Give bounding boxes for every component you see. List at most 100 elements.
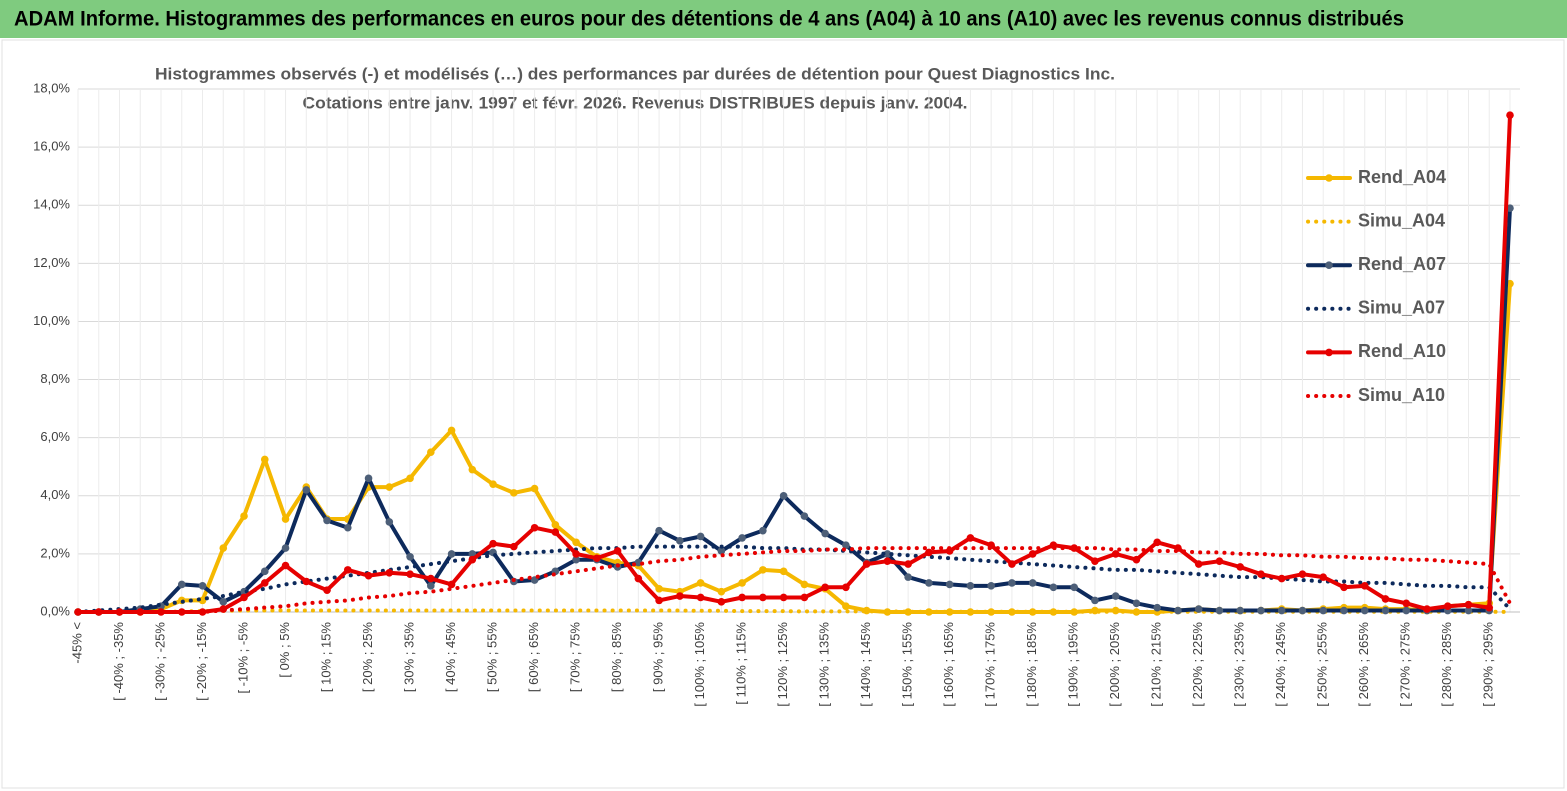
data-point bbox=[447, 580, 456, 589]
series-line bbox=[76, 206, 1512, 614]
chart-title: Histogrammes observés (-) et modélisés (… bbox=[155, 64, 1115, 83]
data-point bbox=[1008, 560, 1016, 568]
x-tick-label: [ 180% ; 185% bbox=[1024, 622, 1039, 707]
data-point bbox=[427, 574, 435, 583]
data-point bbox=[1257, 570, 1265, 579]
x-tick-label: [ -40% ; -35% bbox=[111, 622, 126, 701]
legend-marker bbox=[1325, 174, 1333, 182]
data-point bbox=[1194, 560, 1203, 568]
legend-label: Rend_A04 bbox=[1358, 167, 1446, 187]
data-point bbox=[717, 598, 726, 606]
x-tick-label: [ -30% ; -25% bbox=[152, 622, 167, 701]
chart-subtitle: Cotations entre janv. 1997 et févr. 2026… bbox=[303, 93, 968, 112]
data-point bbox=[1091, 596, 1099, 605]
data-point bbox=[240, 593, 248, 602]
title-bar bbox=[0, 0, 1567, 38]
series-line bbox=[76, 113, 1512, 614]
data-point bbox=[1008, 579, 1016, 587]
data-point bbox=[240, 512, 248, 520]
data-point bbox=[572, 555, 580, 564]
data-point bbox=[406, 570, 414, 579]
data-point bbox=[385, 483, 394, 491]
data-point bbox=[447, 550, 456, 558]
page-title: ADAM Informe. Histogrammes des performan… bbox=[14, 8, 1404, 31]
data-point bbox=[510, 542, 518, 551]
legend-label: Rend_A10 bbox=[1358, 341, 1446, 361]
x-tick-label: [ 20% ; 25% bbox=[360, 622, 375, 693]
legend-label: Simu_A10 bbox=[1358, 385, 1445, 405]
data-point bbox=[198, 582, 207, 590]
legend-label: Rend_A07 bbox=[1358, 254, 1446, 274]
x-tick-label: [ 120% ; 125% bbox=[775, 622, 790, 707]
data-point bbox=[738, 579, 746, 587]
data-point bbox=[1298, 606, 1307, 615]
y-tick-label: 16,0% bbox=[33, 139, 70, 154]
data-point bbox=[1319, 606, 1328, 615]
data-point bbox=[1132, 555, 1141, 564]
x-tick-label: [ 200% ; 205% bbox=[1107, 622, 1122, 707]
data-point bbox=[696, 532, 705, 541]
x-tick-label: [ 140% ; 145% bbox=[858, 622, 873, 707]
data-point bbox=[676, 537, 684, 545]
y-tick-label: 0,0% bbox=[40, 603, 70, 618]
data-point bbox=[842, 602, 850, 610]
data-point bbox=[198, 608, 207, 616]
data-point bbox=[696, 579, 705, 587]
data-point bbox=[364, 571, 373, 580]
series-line bbox=[76, 546, 1512, 614]
data-point bbox=[925, 548, 933, 557]
data-point bbox=[862, 560, 871, 568]
data-point bbox=[260, 567, 269, 576]
data-point bbox=[260, 579, 269, 587]
data-point bbox=[1340, 583, 1348, 592]
legend-marker bbox=[1325, 261, 1333, 270]
data-point bbox=[966, 534, 975, 542]
x-tick-label: [ 270% ; 275% bbox=[1398, 622, 1413, 707]
data-point bbox=[696, 593, 705, 602]
y-tick-label: 10,0% bbox=[33, 313, 70, 328]
data-point bbox=[1360, 582, 1369, 590]
data-point bbox=[1402, 599, 1411, 608]
data-point bbox=[738, 593, 746, 602]
legend-marker bbox=[1325, 348, 1333, 357]
data-point bbox=[468, 555, 477, 564]
x-tick-label: [ 30% ; 35% bbox=[401, 622, 416, 693]
data-point bbox=[1049, 608, 1058, 616]
data-point bbox=[759, 593, 767, 602]
data-point bbox=[1111, 592, 1120, 600]
data-point bbox=[904, 573, 912, 581]
data-point bbox=[281, 544, 290, 552]
x-tick-label: [ 230% ; 235% bbox=[1232, 622, 1247, 707]
data-point bbox=[1340, 606, 1348, 615]
x-tick-label: [ 250% ; 255% bbox=[1315, 622, 1330, 707]
data-point bbox=[904, 560, 912, 568]
x-tick-label: [ 160% ; 165% bbox=[941, 622, 956, 707]
x-tick-label: [ 40% ; 45% bbox=[443, 622, 458, 693]
data-point bbox=[800, 593, 809, 602]
data-point bbox=[1485, 603, 1494, 612]
data-point bbox=[717, 547, 726, 555]
x-tick-label: [ 70% ; 75% bbox=[568, 622, 583, 693]
data-point bbox=[717, 587, 726, 596]
data-point bbox=[1381, 595, 1390, 603]
y-tick-label: 2,0% bbox=[40, 545, 70, 560]
data-point bbox=[551, 521, 560, 529]
x-tick-label: [ 130% ; 135% bbox=[817, 622, 832, 707]
data-point bbox=[343, 566, 352, 574]
data-point bbox=[530, 523, 539, 532]
data-point bbox=[1028, 550, 1037, 558]
x-tick-label: [ 260% ; 265% bbox=[1356, 622, 1371, 707]
data-point bbox=[1464, 606, 1473, 615]
data-point bbox=[551, 528, 560, 536]
x-tick-label: -45% < bbox=[69, 622, 84, 664]
data-point bbox=[925, 579, 933, 587]
y-tick-label: 18,0% bbox=[33, 80, 70, 95]
data-point bbox=[447, 426, 456, 435]
legend-label: Simu_A04 bbox=[1358, 210, 1445, 230]
data-point bbox=[177, 580, 186, 589]
x-tick-label: [ 10% ; 15% bbox=[318, 622, 333, 693]
data-point bbox=[427, 582, 435, 590]
data-point bbox=[489, 480, 497, 488]
data-point bbox=[945, 580, 954, 589]
